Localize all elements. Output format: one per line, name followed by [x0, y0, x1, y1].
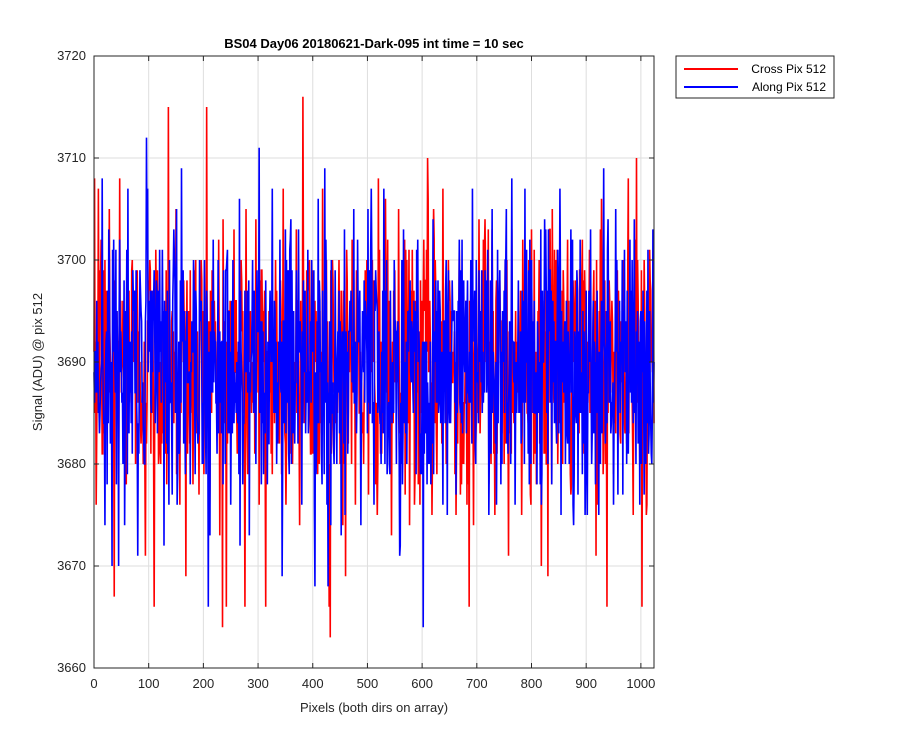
y-tick-label: 3690 [57, 354, 86, 369]
y-tick-label: 3670 [57, 558, 86, 573]
legend-label-cross: Cross Pix 512 [751, 62, 826, 76]
x-axis-label: Pixels (both dirs on array) [300, 700, 448, 715]
x-tick-label: 700 [466, 676, 488, 691]
x-tick-labels: 0 100 200 300 400 500 600 700 800 900 1000 [90, 676, 655, 691]
y-tick-labels: 3660 3670 3680 3690 3700 3710 3720 [57, 48, 86, 675]
series-group [93, 96, 655, 638]
y-tick-label: 3700 [57, 252, 86, 267]
x-tick-label: 900 [575, 676, 597, 691]
y-tick-label: 3720 [57, 48, 86, 63]
x-tick-label: 1000 [626, 676, 655, 691]
legend-box [675, 55, 835, 99]
chart-title: BS04 Day06 20180621-Dark-095 int time = … [224, 36, 524, 51]
x-tick-label: 600 [411, 676, 433, 691]
x-tick-label: 0 [90, 676, 97, 691]
x-tick-label: 500 [357, 676, 379, 691]
x-tick-label: 200 [193, 676, 215, 691]
x-tick-label: 300 [247, 676, 269, 691]
x-tick-label: 100 [138, 676, 160, 691]
axis-ticks [93, 55, 654, 669]
x-tick-label: 800 [521, 676, 543, 691]
y-tick-label: 3660 [57, 660, 86, 675]
series-line-along-pix [93, 137, 655, 628]
y-tick-label: 3680 [57, 456, 86, 471]
x-tick-label: 400 [302, 676, 324, 691]
legend: Cross Pix 512 Along Pix 512 [675, 55, 835, 99]
legend-label-along: Along Pix 512 [752, 80, 826, 94]
y-axis-label: Signal (ADU) @ pix 512 [30, 293, 45, 431]
y-tick-label: 3710 [57, 150, 86, 165]
